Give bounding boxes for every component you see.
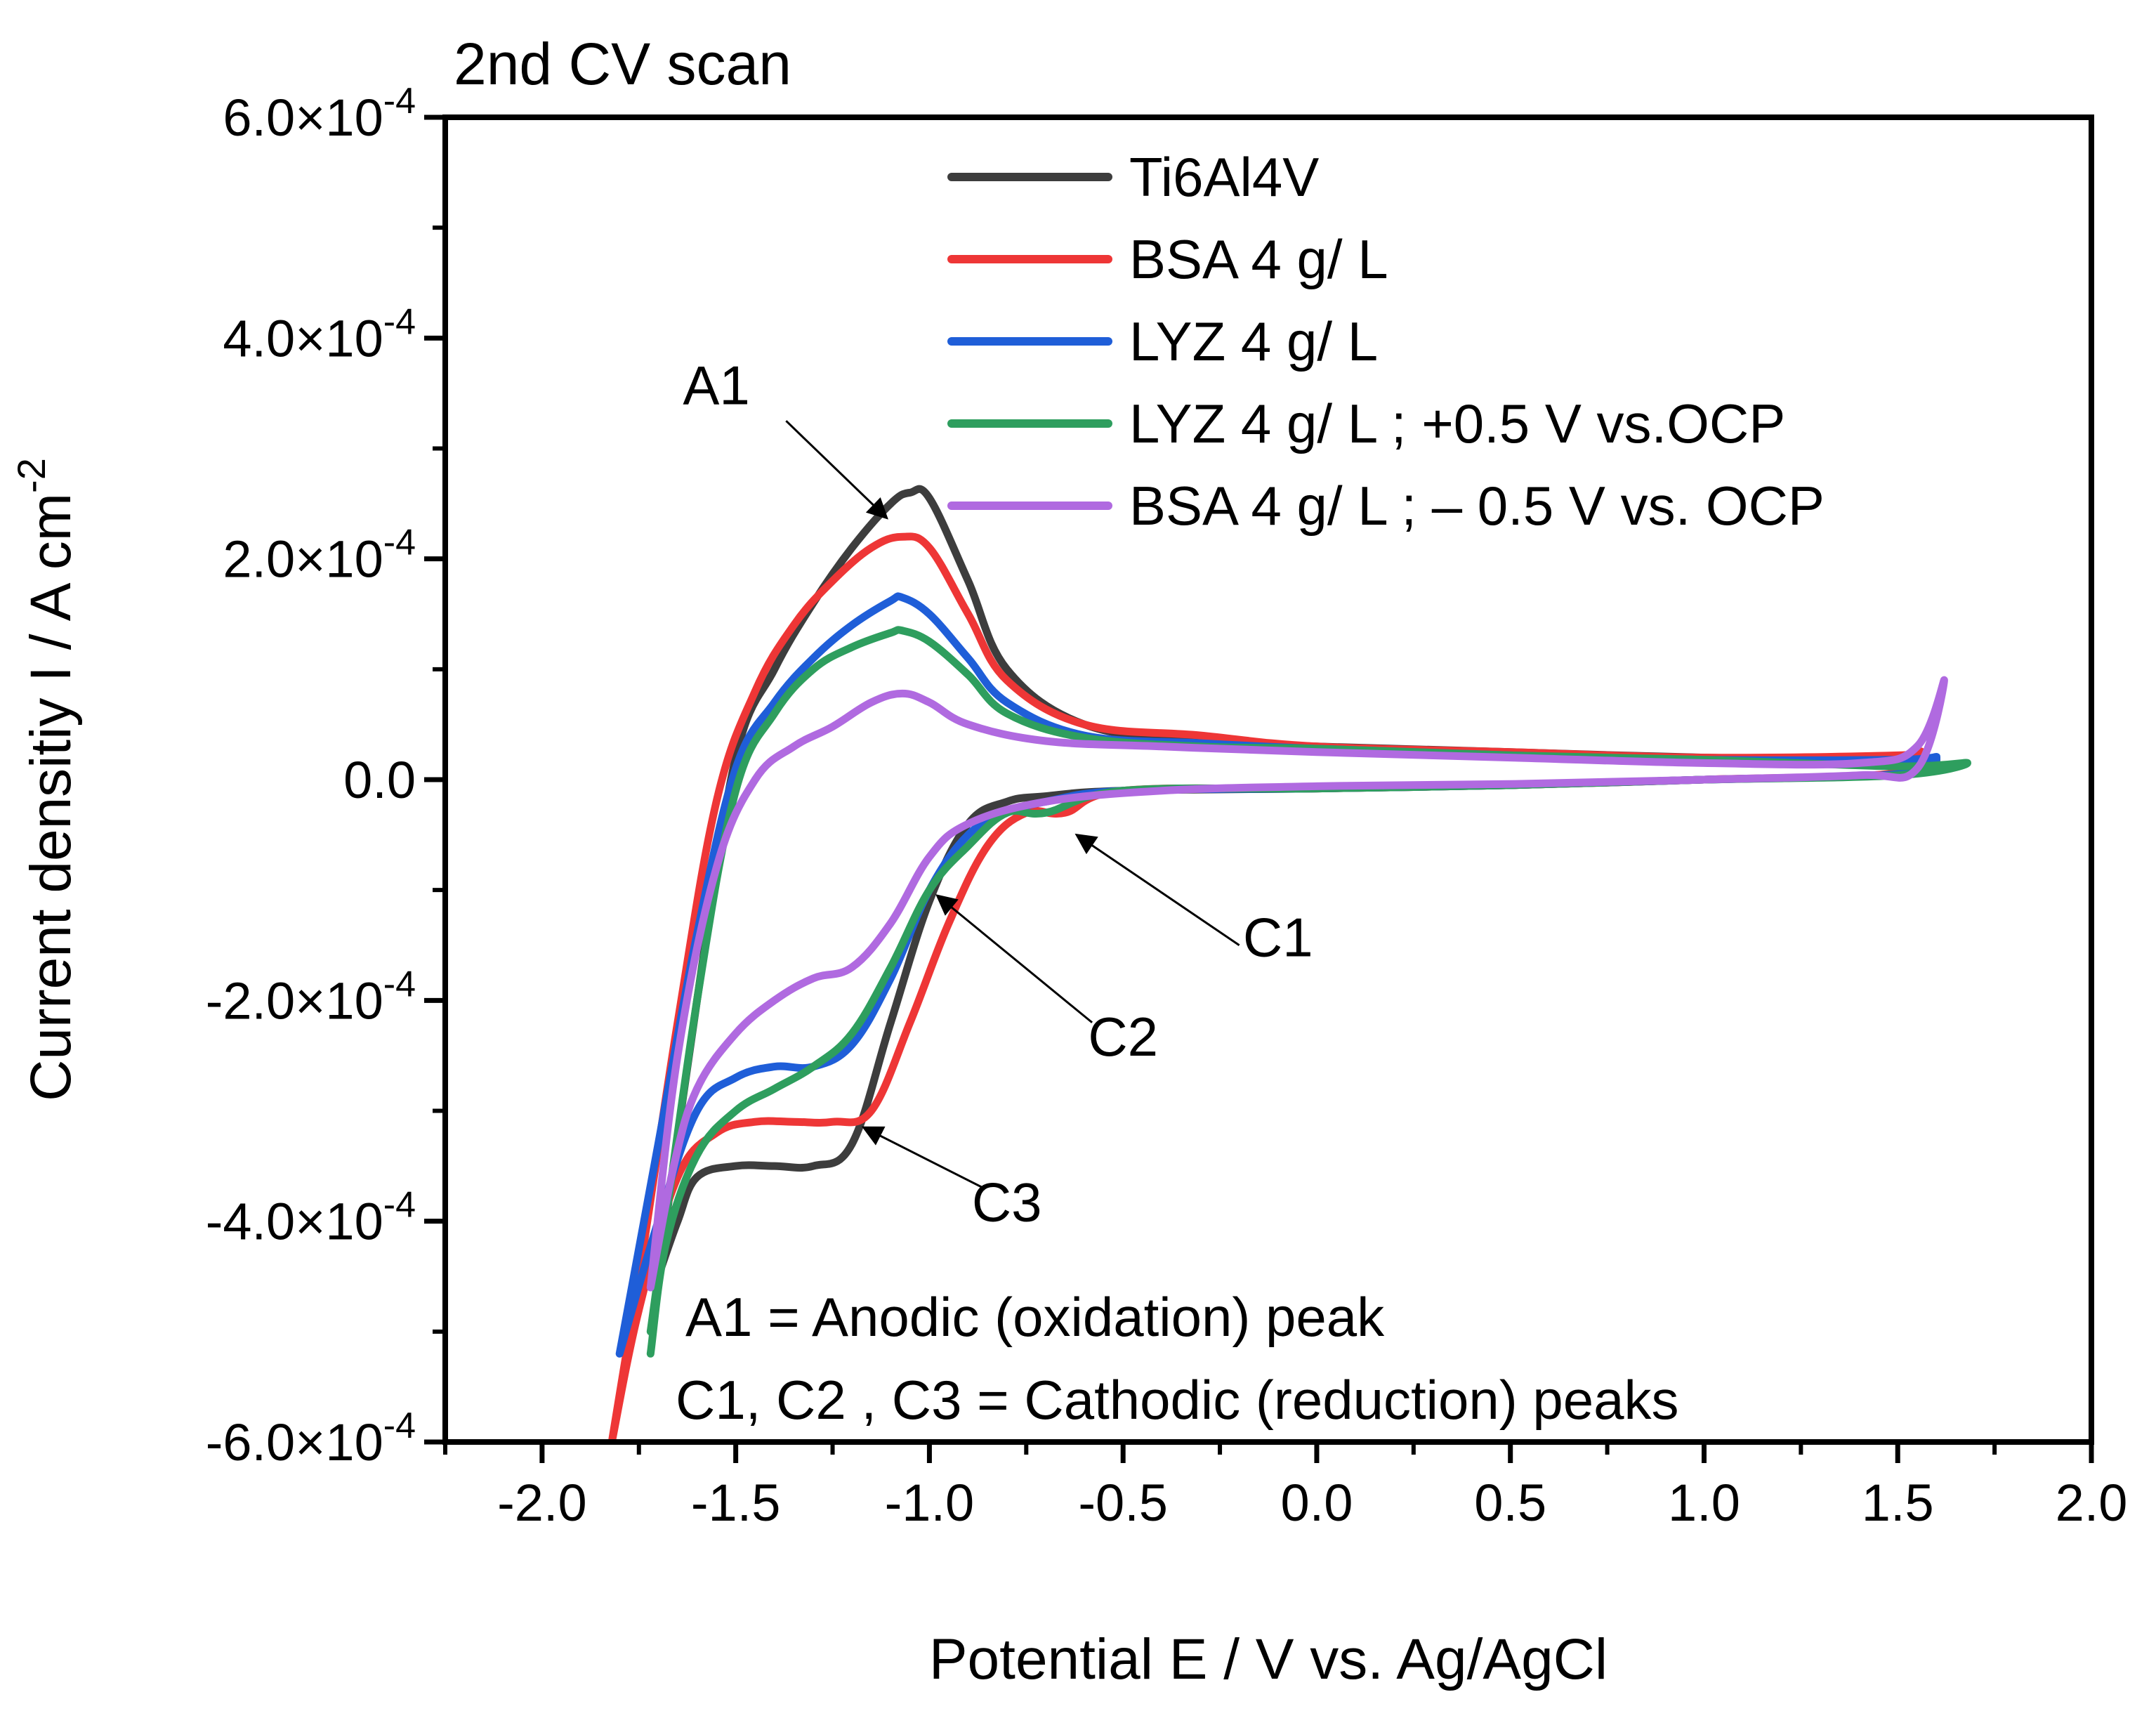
x-tick-label: 2.0: [2056, 1474, 2128, 1532]
legend-label-1: Ti6Al4V: [1129, 146, 1319, 208]
x-tick-label: -0.5: [1078, 1474, 1168, 1532]
y-tick-label: 6.0×10-4: [223, 81, 416, 147]
x-tick-label: 1.0: [1668, 1474, 1740, 1532]
annotation-label-c3: C3: [972, 1172, 1042, 1233]
annotation-arrow-c1: [1074, 833, 1240, 946]
y-tick-label: -6.0×10-4: [206, 1405, 416, 1471]
annotation-label-a1: A1: [683, 355, 749, 417]
legend-label-5: BSA 4 g/ L ; – 0.5 V vs. OCP: [1129, 475, 1825, 537]
y-axis-title: Current densitiy I / A cm-2: [9, 458, 83, 1101]
chart-title: 2nd CV scan: [454, 31, 791, 97]
x-tick-label: -2.0: [497, 1474, 587, 1532]
y-axis-title-sup: -2: [9, 458, 53, 493]
notes: A1 = Anodic (oxidation) peak C1, C2 , C3…: [676, 1286, 1679, 1431]
annotation-arrow-a1: [785, 420, 888, 520]
legend-label-3: LYZ 4 g/ L: [1129, 310, 1378, 372]
series-line-4: [646, 626, 1971, 1358]
y-tick-label: -4.0×10-4: [206, 1185, 416, 1251]
y-tick-label: 0.0: [343, 751, 416, 809]
annotations: A1 C1 C2 C3: [683, 355, 1313, 1233]
x-axis-title: Potential E / V vs. Ag/AgCl: [929, 1627, 1608, 1691]
y-tick-label: 2.0×10-4: [223, 523, 416, 589]
y-tick-label: 4.0×10-4: [223, 301, 416, 367]
annotation-arrow-c2: [935, 894, 1093, 1023]
axes: -2.0 -1.5 -1.0 -0.5 0.0 0.5 1.0 1.5 2.0 -6.0×10-4…: [206, 81, 2128, 1532]
y-axis-title-main: Current densitiy I / A cm: [19, 493, 83, 1101]
series-line-5: [646, 676, 1948, 1292]
x-tick-label: 1.5: [1862, 1474, 1934, 1532]
y-tick-label: -2.0×10-4: [206, 964, 416, 1030]
annotation-label-c2: C2: [1088, 1006, 1158, 1068]
annotation-arrow-c3: [861, 1126, 985, 1189]
series-line-1: [654, 485, 1940, 1280]
x-tick-label: 0.0: [1281, 1474, 1353, 1532]
legend-label-2: BSA 4 g/ L: [1129, 228, 1388, 290]
note-anodic: A1 = Anodic (oxidation) peak: [685, 1286, 1385, 1348]
legend: Ti6Al4V BSA 4 g/ L LYZ 4 g/ L LYZ 4 g/ L ; …: [947, 146, 1825, 537]
x-tick-label: 0.5: [1474, 1474, 1546, 1532]
series-line-2: [607, 532, 1926, 1442]
x-tick-label: -1.5: [691, 1474, 781, 1532]
note-cathodic: C1, C2 , C3 = Cathodic (reduction) peaks: [676, 1369, 1679, 1431]
annotation-label-c1: C1: [1243, 906, 1313, 968]
x-tick-label: -1.0: [885, 1474, 975, 1532]
series-layer: [607, 485, 1971, 1442]
legend-label-4: LYZ 4 g/ L ; +0.5 V vs.OCP: [1129, 393, 1785, 454]
